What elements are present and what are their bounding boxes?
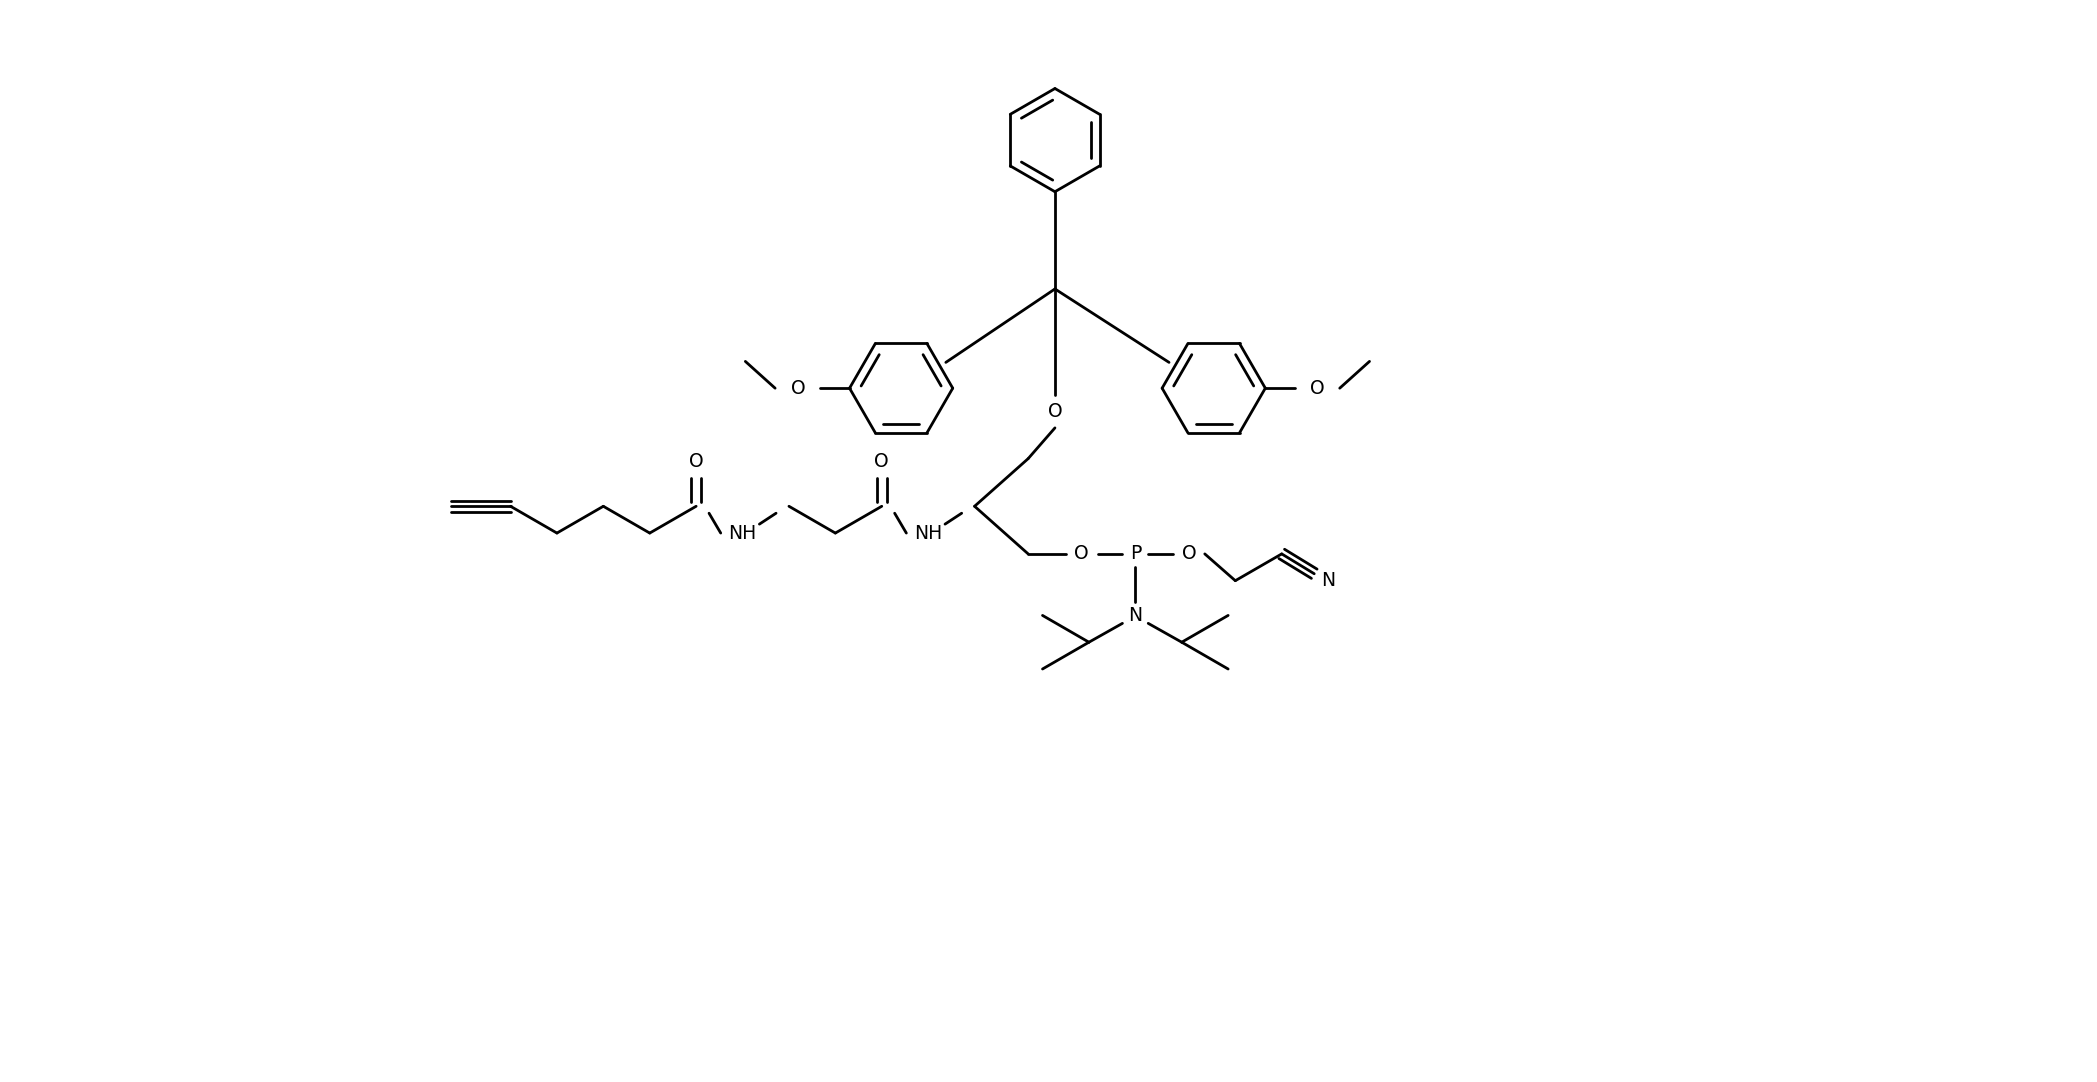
Text: O: O — [874, 452, 889, 471]
Text: O: O — [1311, 379, 1323, 398]
Text: N: N — [1321, 571, 1336, 590]
Text: P: P — [1130, 544, 1141, 564]
Text: NH: NH — [728, 524, 757, 542]
Text: O: O — [1181, 544, 1195, 564]
Text: N: N — [1128, 606, 1143, 625]
Text: NH: NH — [914, 524, 942, 542]
Text: O: O — [791, 379, 805, 398]
Text: O: O — [688, 452, 702, 471]
Text: O: O — [1048, 401, 1063, 421]
Text: O: O — [1074, 544, 1088, 564]
